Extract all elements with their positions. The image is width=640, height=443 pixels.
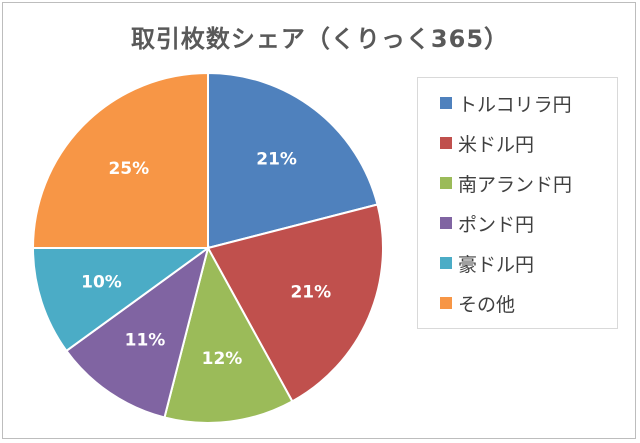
data-label-1: 21% bbox=[256, 150, 297, 170]
legend-item-3: 南アランド円 bbox=[440, 168, 572, 198]
legend-swatch-1 bbox=[440, 97, 452, 109]
legend-swatch-6 bbox=[440, 297, 452, 309]
chart-area: 取引枚数シェア（くりっく365） 21% 21% 12% 11% 10% 25% トルコリ… bbox=[2, 2, 636, 439]
pie-slice-6 bbox=[31, 71, 209, 249]
legend-label-3: 南アランド円 bbox=[458, 173, 573, 196]
pie-slice-4 bbox=[65, 245, 210, 419]
pie-chart: 21% 21% 12% 11% 10% 25% bbox=[31, 71, 384, 424]
legend-item-4: ポンド円 bbox=[440, 208, 534, 238]
pie-slice-2 bbox=[206, 203, 384, 403]
chart-title: 取引枚数シェア（くりっく365） bbox=[130, 25, 510, 53]
legend-item-5: 豪ドル円 bbox=[440, 248, 534, 278]
pie-slice-1 bbox=[207, 71, 379, 250]
legend-item-2: 米ドル円 bbox=[440, 128, 534, 158]
legend-swatch-4 bbox=[440, 217, 452, 229]
data-label-4: 11% bbox=[125, 331, 166, 351]
data-label-2: 21% bbox=[290, 283, 331, 303]
legend-swatch-5 bbox=[440, 257, 452, 269]
legend-label-1: トルコリラ円 bbox=[458, 93, 572, 116]
legend-item-6: その他 bbox=[440, 288, 515, 318]
pie-slice-3 bbox=[163, 245, 294, 424]
legend-label-2: 米ドル円 bbox=[458, 133, 535, 156]
legend-label-5: 豪ドル円 bbox=[458, 253, 535, 276]
data-label-6: 25% bbox=[108, 159, 149, 179]
legend: トルコリラ円 米ドル円南アランド円 ポンド円豪ドル円その他 bbox=[417, 77, 618, 329]
legend-item-1: トルコリラ円 bbox=[440, 88, 572, 118]
data-label-5: 10% bbox=[81, 273, 122, 293]
legend-swatch-2 bbox=[440, 137, 452, 149]
legend-swatch-3 bbox=[440, 177, 452, 189]
data-label-3: 12% bbox=[202, 349, 243, 369]
legend-label-4: ポンド円 bbox=[458, 213, 535, 236]
legend-label-6: その他 bbox=[458, 293, 516, 316]
pie-slice-5 bbox=[31, 247, 212, 353]
